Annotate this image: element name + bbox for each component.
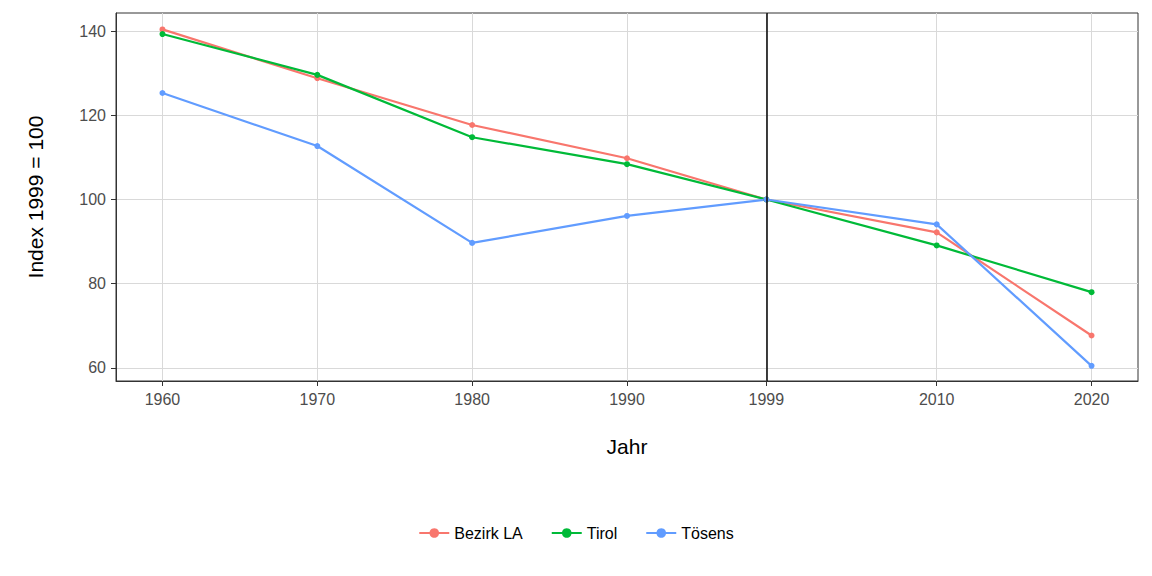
svg-text:Jahr: Jahr (607, 435, 648, 458)
svg-text:1999: 1999 (749, 391, 785, 408)
svg-text:Tösens: Tösens (681, 525, 733, 542)
svg-text:2010: 2010 (919, 391, 955, 408)
svg-text:60: 60 (88, 359, 106, 376)
svg-text:1980: 1980 (454, 391, 490, 408)
svg-text:80: 80 (88, 275, 106, 292)
svg-text:Bezirk LA: Bezirk LA (454, 525, 523, 542)
svg-text:120: 120 (79, 107, 106, 124)
svg-text:1960: 1960 (145, 391, 181, 408)
svg-text:140: 140 (79, 23, 106, 40)
svg-text:100: 100 (79, 191, 106, 208)
svg-text:Tirol: Tirol (587, 525, 618, 542)
svg-text:Index 1999 = 100: Index 1999 = 100 (24, 116, 47, 279)
svg-text:1970: 1970 (300, 391, 336, 408)
svg-text:1990: 1990 (609, 391, 645, 408)
svg-text:2020: 2020 (1074, 391, 1110, 408)
